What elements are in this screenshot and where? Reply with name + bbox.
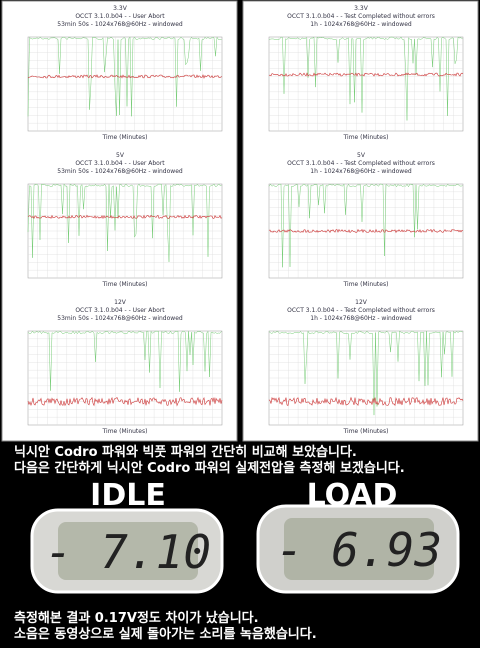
idle-label: IDLE — [90, 478, 166, 513]
voltage-trace — [268, 396, 464, 407]
panel-subtitle: OCCT 3.1.0.b04 - - Test Completed withou… — [287, 307, 435, 314]
panel-subtitle: OCCT 3.1.0.b04 - - Test Completed withou… — [287, 160, 435, 167]
panel-title: 3.3V — [113, 5, 128, 12]
x-axis-label: Time (Minutes) — [102, 428, 148, 435]
panel-subtitle: OCCT 3.1.0.b04 - - User Abort — [75, 307, 165, 314]
voltage-trace — [27, 214, 223, 220]
panel-title: 5V — [116, 152, 125, 159]
load-trace — [27, 330, 222, 392]
panel-title: 12V — [355, 299, 368, 306]
panel-subtitle: OCCT 3.1.0.b04 - - Test Completed withou… — [287, 13, 435, 20]
voltage-trace — [268, 72, 464, 77]
intro-line: 다음은 간단하게 닉시안 Codro 파워의 실제전압을 측정해 보겠습니다. — [14, 460, 405, 476]
panel-subtitle: OCCT 3.1.0.b04 - - User Abort — [75, 160, 165, 167]
panel-detail: 53min 50s - 1024x768@60Hz - windowed — [57, 21, 183, 28]
panel-detail: 53min 50s - 1024x768@60Hz - windowed — [57, 168, 183, 175]
x-axis-label: Time (Minutes) — [102, 281, 148, 288]
x-axis-label: Time (Minutes) — [343, 428, 389, 435]
panel-title: 5V — [357, 152, 366, 159]
panel-detail: 1h - 1024x768@60Hz - windowed — [310, 21, 412, 28]
x-axis-label: Time (Minutes) — [343, 281, 389, 288]
panel-detail: 1h - 1024x768@60Hz - windowed — [310, 315, 412, 322]
x-axis-label: Time (Minutes) — [343, 134, 389, 141]
panel-title: 3.3V — [354, 5, 369, 12]
load-trace — [268, 183, 463, 268]
idle-reading: - 7.10 — [45, 525, 211, 579]
lcd-screen — [58, 522, 198, 580]
footer-line: 측정해본 결과 0.17V정도 차이가 났습니다. — [14, 610, 259, 626]
footer-line: 소음은 동영상으로 실제 돌아가는 소리를 녹음했습니다. — [14, 626, 317, 642]
panel-subtitle: OCCT 3.1.0.b04 - - User Abort — [75, 13, 165, 20]
panel-title: 12V — [114, 299, 127, 306]
load-trace — [268, 330, 463, 416]
lcd-screen — [284, 518, 434, 580]
voltage-trace — [268, 228, 464, 234]
x-axis-label: Time (Minutes) — [102, 134, 148, 141]
panel-detail: 53min 50s - 1024x768@60Hz - windowed — [57, 315, 183, 322]
load-trace — [27, 183, 222, 262]
panel-detail: 1h - 1024x768@60Hz - windowed — [310, 168, 412, 175]
load-meter: - 6.93 — [256, 504, 460, 594]
load-trace — [27, 36, 222, 117]
load-trace — [268, 36, 463, 121]
voltage-trace — [27, 396, 223, 407]
voltage-trace — [27, 74, 223, 79]
idle-meter: - 7.10 — [30, 508, 224, 594]
intro-line: 닉시안 Codro 파워와 빅풋 파워의 간단히 비교해 보았습니다. — [14, 444, 357, 460]
load-reading: - 6.93 — [276, 523, 442, 577]
